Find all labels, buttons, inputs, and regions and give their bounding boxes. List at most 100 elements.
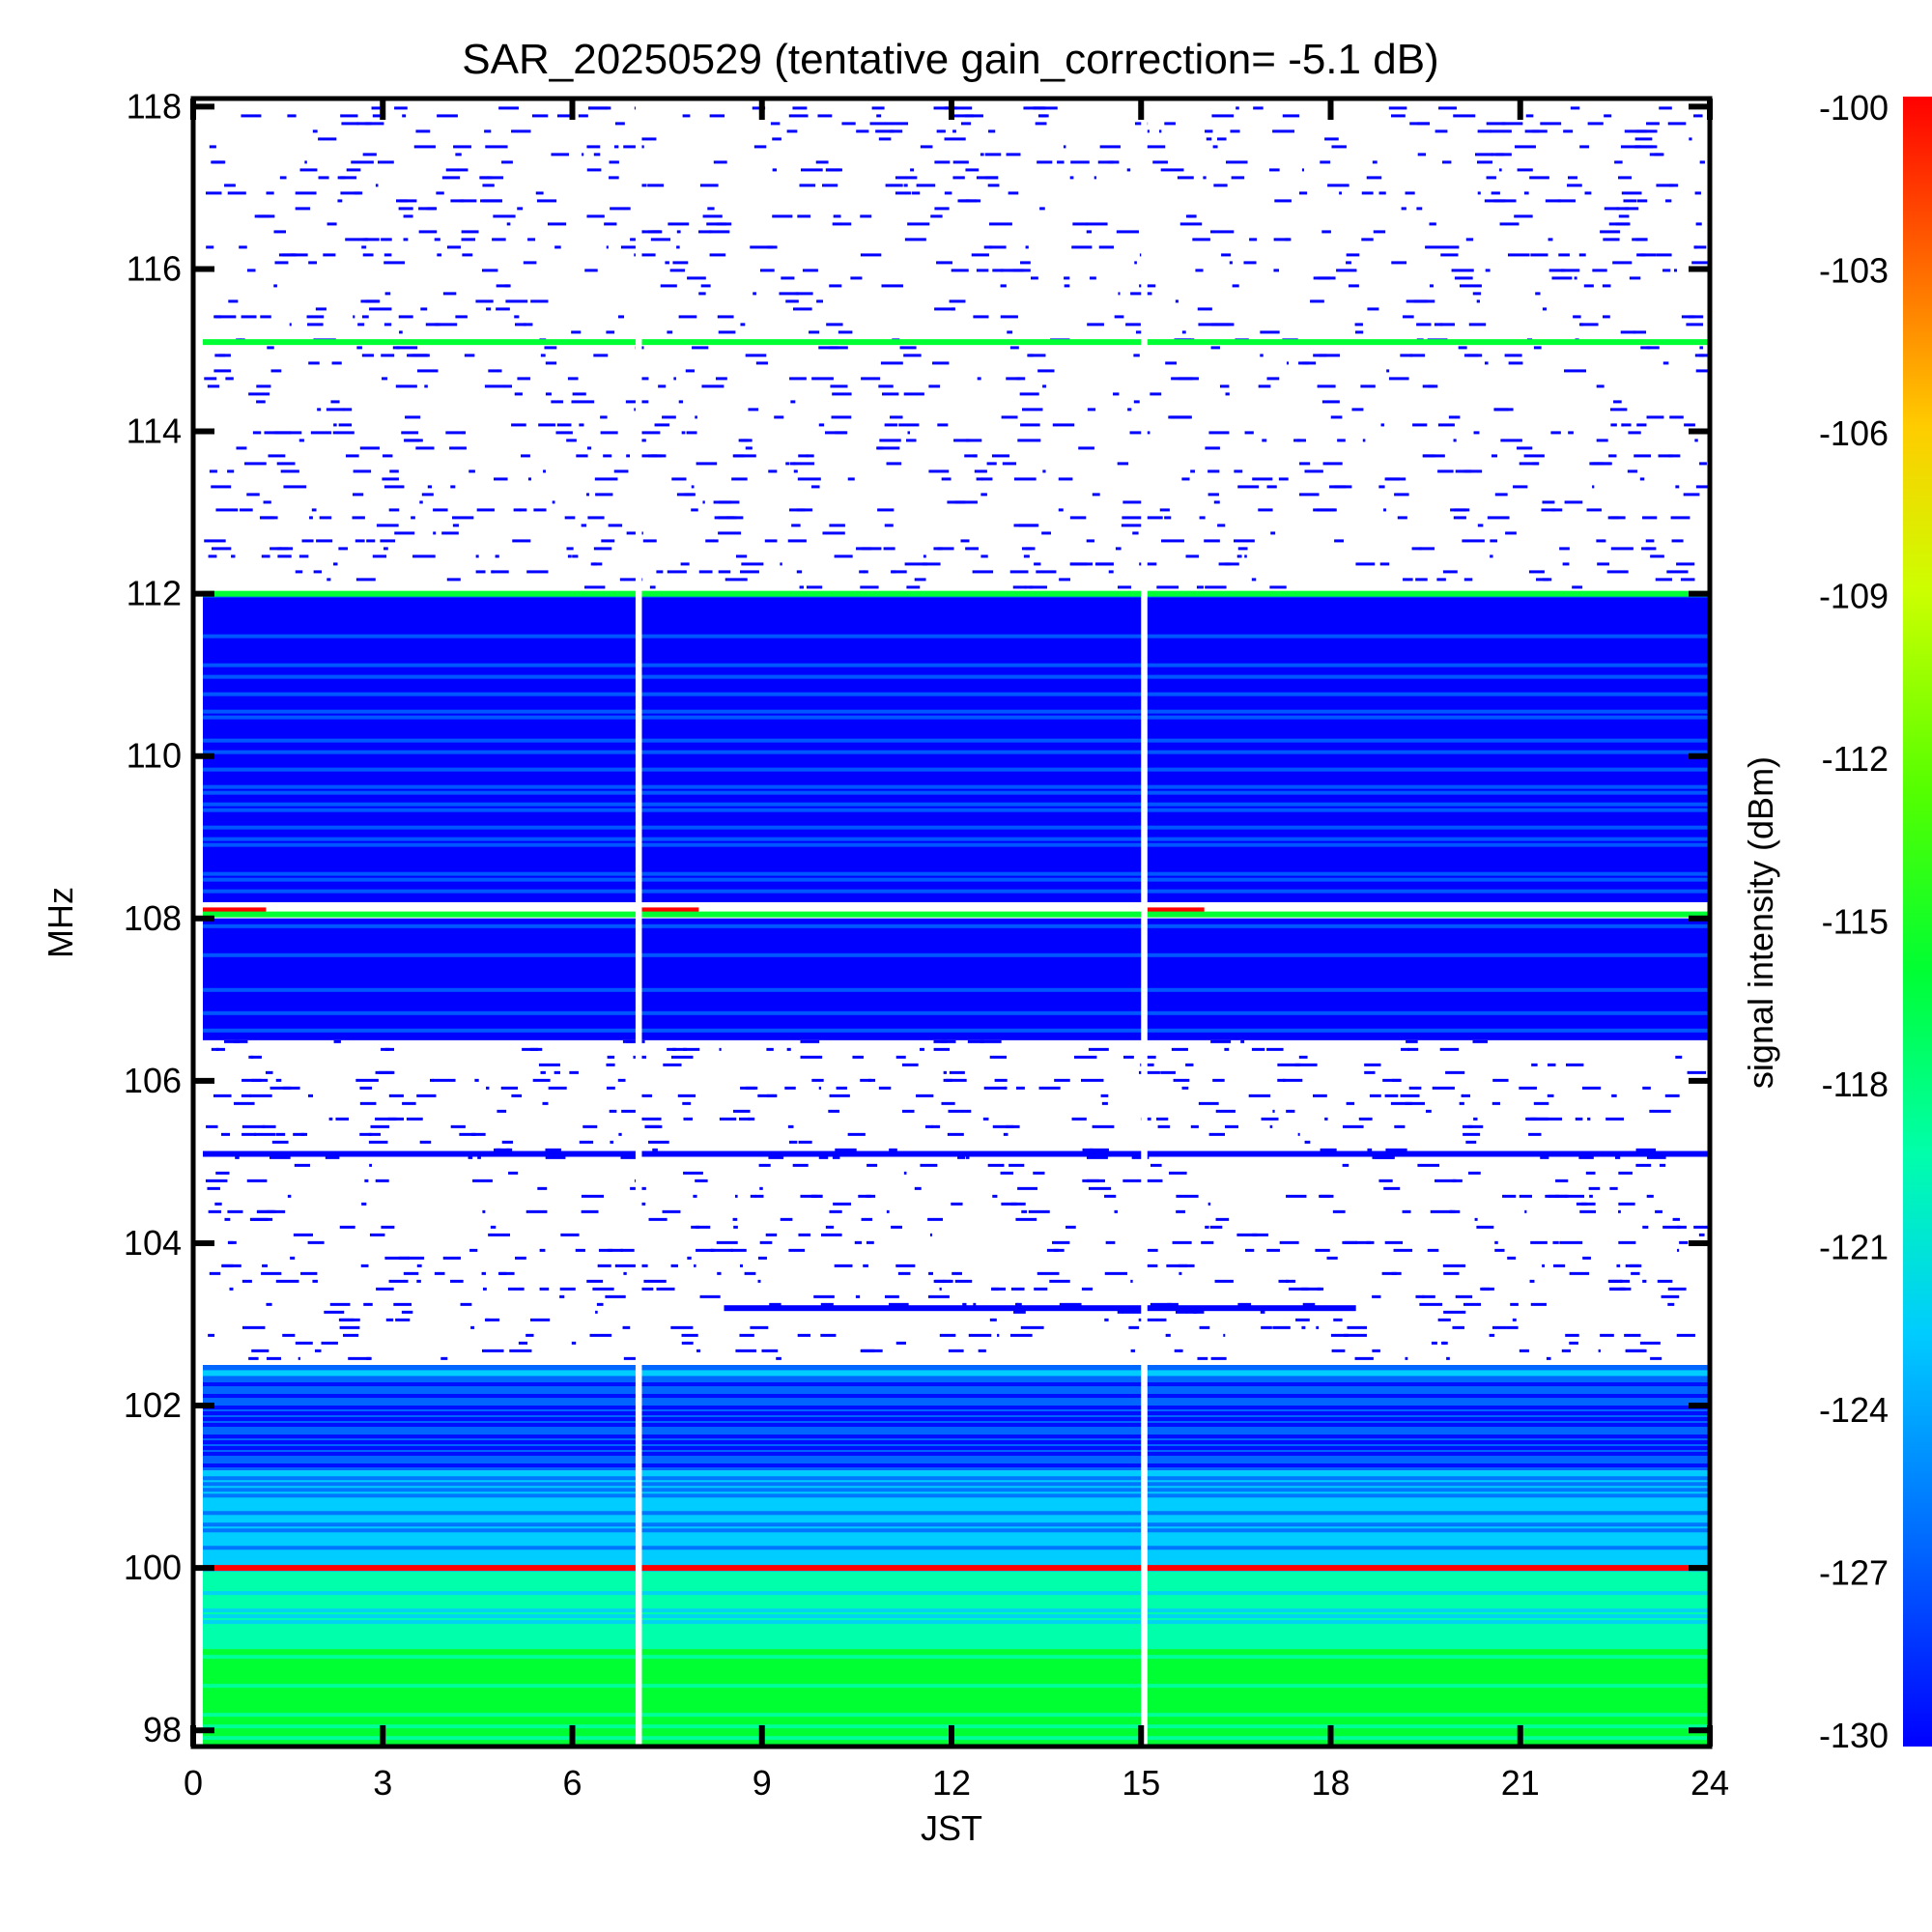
heatmap-speck: [559, 1287, 576, 1291]
heatmap-speck: [651, 454, 667, 458]
heatmap-speck: [1546, 1356, 1551, 1360]
heatmap-speck: [1269, 585, 1287, 589]
heatmap-speck: [1429, 222, 1436, 226]
heatmap-speck: [1380, 423, 1384, 427]
heatmap-speck: [496, 1148, 501, 1151]
heatmap-speck: [676, 245, 680, 249]
heatmap-speck: [1492, 1101, 1500, 1105]
heatmap-speck: [861, 1349, 875, 1352]
heatmap-speck: [1699, 346, 1703, 350]
heatmap-speck: [614, 122, 625, 126]
heatmap-speck: [1655, 578, 1673, 582]
heatmap-speck: [637, 454, 658, 458]
heatmap-speck: [787, 539, 807, 543]
heatmap-speck: [1636, 253, 1657, 257]
heatmap-speck: [1491, 454, 1498, 458]
heatmap-speck: [582, 153, 584, 156]
heatmap-speck: [685, 369, 696, 373]
heatmap-speck: [1540, 122, 1562, 126]
heatmap-speck: [494, 477, 508, 481]
heatmap-speck: [250, 1055, 262, 1059]
heatmap-speck: [934, 307, 955, 311]
heatmap-speck: [813, 1294, 835, 1298]
heatmap-speck: [613, 469, 629, 473]
heatmap-speck: [1656, 253, 1672, 257]
heatmap-speck: [1367, 1148, 1373, 1151]
heatmap-speck: [1646, 1194, 1654, 1198]
heatmap-speck: [514, 392, 523, 396]
heatmap-speck: [766, 1094, 778, 1097]
heatmap-speck: [683, 1117, 694, 1121]
heatmap-speck: [460, 1302, 472, 1306]
heatmap-speck: [1358, 1117, 1373, 1121]
heatmap-speck: [752, 106, 766, 110]
heatmap-speck: [980, 554, 988, 558]
heatmap-speck: [1320, 160, 1331, 164]
heatmap-speck: [648, 1217, 668, 1221]
heatmap-speck: [452, 524, 460, 527]
heatmap-speck: [469, 469, 475, 473]
heatmap-speck: [695, 415, 697, 419]
heatmap-speck: [884, 1294, 899, 1298]
heatmap-speck: [1637, 199, 1648, 203]
heatmap-speck: [450, 199, 465, 203]
heatmap-row: [203, 784, 1710, 789]
heatmap-speck: [1294, 1063, 1318, 1066]
heatmap-speck: [1618, 1209, 1621, 1213]
heatmap-speck: [242, 1124, 266, 1128]
heatmap-speck: [366, 539, 376, 543]
heatmap-speck: [1208, 1132, 1226, 1136]
heatmap-speck: [765, 1233, 778, 1236]
heatmap-speck: [1010, 1287, 1025, 1291]
heatmap-speck: [384, 485, 405, 489]
heatmap-speck: [1198, 323, 1217, 327]
heatmap-speck: [779, 292, 799, 296]
heatmap-speck: [208, 554, 217, 558]
heatmap-speck: [415, 129, 431, 133]
heatmap-speck: [1172, 1240, 1192, 1244]
heatmap-speck: [1625, 207, 1639, 211]
heatmap-speck: [1176, 1209, 1185, 1213]
heatmap-speck: [1397, 516, 1407, 520]
heatmap-speck: [1157, 1124, 1171, 1128]
heatmap-speck: [1013, 1310, 1026, 1314]
heatmap-speck: [670, 1325, 694, 1329]
heatmap-speck: [895, 1055, 906, 1059]
heatmap-speck: [1382, 1078, 1402, 1082]
heatmap-speck: [1425, 299, 1435, 303]
y-tick-label: 102: [124, 1385, 182, 1425]
heatmap-speck: [1600, 1333, 1614, 1337]
heatmap-speck: [569, 1070, 579, 1074]
heatmap-speck: [1510, 1302, 1519, 1306]
heatmap-speck: [1569, 1341, 1578, 1345]
heatmap-row: [203, 1603, 1710, 1607]
heatmap-speck: [1277, 1063, 1301, 1066]
heatmap-speck: [1415, 1294, 1435, 1298]
heatmap-speck: [1113, 392, 1120, 396]
heatmap-speck: [581, 1209, 599, 1213]
heatmap-speck: [1642, 516, 1658, 520]
heatmap-speck: [362, 153, 377, 156]
heatmap-speck: [937, 547, 954, 551]
heatmap-speck: [847, 477, 855, 481]
heatmap-speck: [1366, 1240, 1372, 1244]
heatmap-speck: [1092, 493, 1100, 497]
heatmap-speck: [776, 1356, 781, 1360]
heatmap-speck: [559, 1294, 565, 1298]
heatmap-speck: [1533, 346, 1542, 350]
heatmap-speck: [972, 570, 994, 574]
heatmap-speck: [457, 168, 469, 172]
heatmap-speck: [1465, 238, 1474, 242]
heatmap-row: [203, 1388, 1710, 1393]
heatmap-speck: [702, 214, 723, 218]
emission-line: [203, 911, 1710, 918]
heatmap-speck: [662, 415, 676, 419]
heatmap-speck: [1317, 384, 1336, 388]
heatmap-speck: [401, 1310, 413, 1314]
heatmap-speck: [1355, 330, 1364, 334]
heatmap-speck: [246, 493, 260, 497]
heatmap-speck: [973, 1302, 977, 1306]
heatmap-speck: [1301, 1287, 1321, 1291]
heatmap-speck: [1437, 1318, 1451, 1321]
heatmap-speck: [1150, 1302, 1172, 1306]
